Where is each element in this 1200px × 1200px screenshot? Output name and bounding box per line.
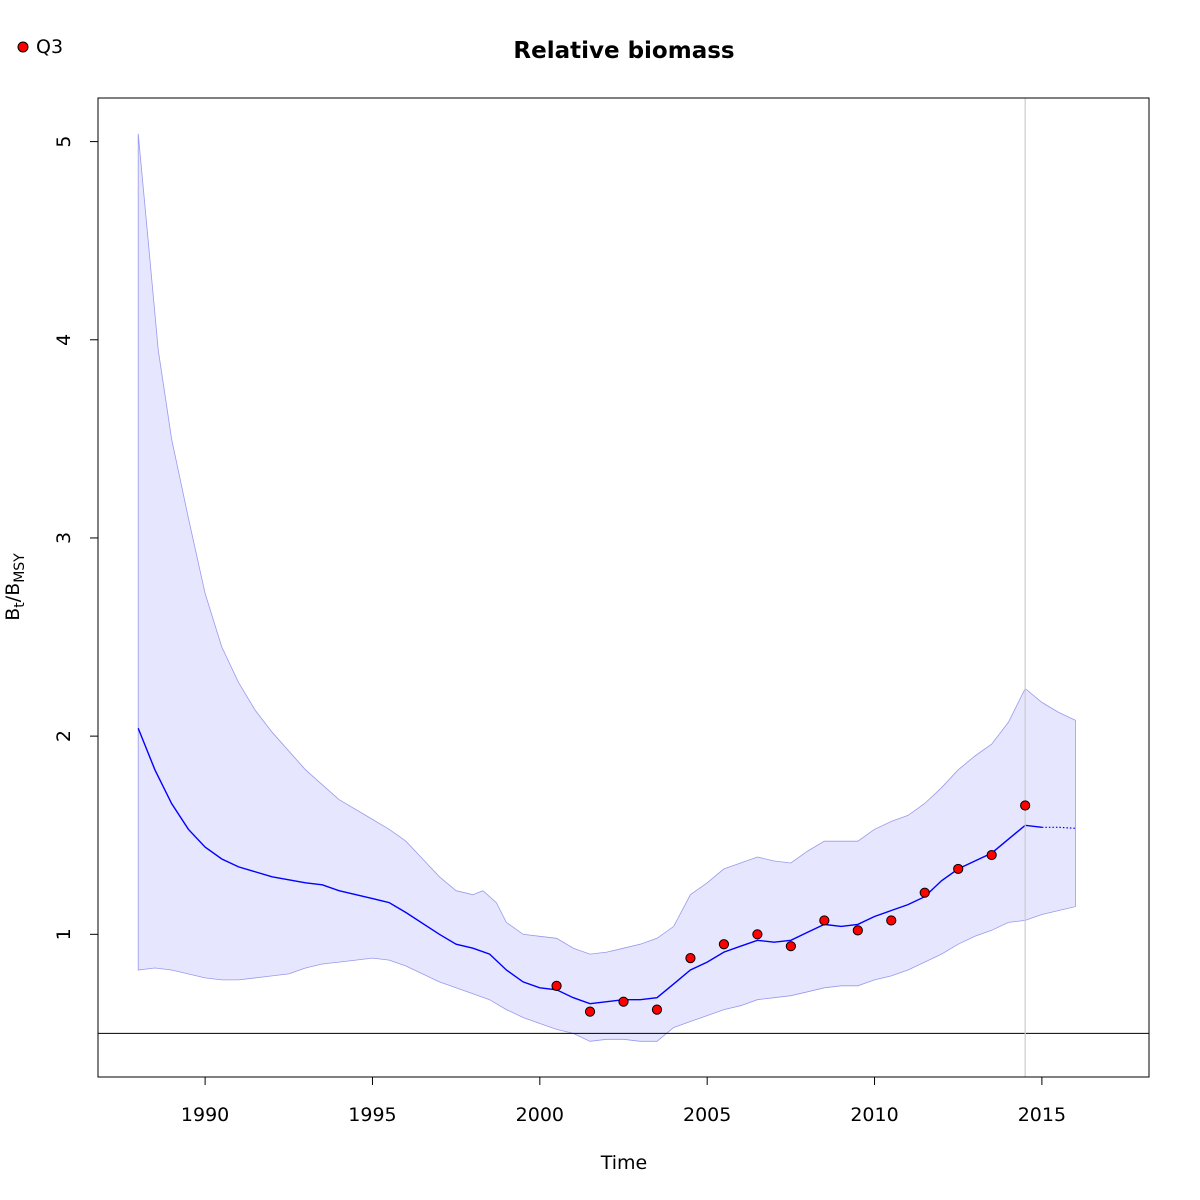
- q3-point: [953, 863, 964, 875]
- q3-point: [852, 925, 863, 936]
- q3-point: [584, 1006, 596, 1017]
- y-tick-label: 2: [53, 730, 75, 742]
- q3-point: [1020, 800, 1031, 811]
- x-axis-label: Time: [600, 1152, 648, 1174]
- reference-lines: [98, 98, 1149, 1077]
- q3-point: [618, 996, 629, 1007]
- confidence-band: [137, 133, 1076, 1042]
- x-tick-label: 2010: [850, 1104, 898, 1126]
- q3-point: [685, 952, 696, 964]
- y-tick-label: 1: [53, 928, 75, 940]
- y-axis-label: Bt/BMSY: [2, 553, 28, 621]
- legend-label-q3: Q3: [36, 36, 63, 58]
- y-label-sub1: t: [12, 602, 28, 608]
- x-tick-label: 2000: [516, 1104, 564, 1126]
- legend-marker-q3: [17, 41, 29, 53]
- y-label-sub2: MSY: [12, 553, 28, 583]
- x-tick-label: 2005: [683, 1104, 731, 1126]
- q3-point: [886, 915, 897, 926]
- q3-point: [785, 941, 796, 952]
- q3-point: [752, 929, 763, 940]
- q3-point: [651, 1004, 663, 1015]
- q3-point: [718, 939, 730, 950]
- q3-point: [819, 915, 830, 926]
- q3-point: [919, 887, 930, 898]
- y-label-base: B: [2, 608, 24, 621]
- legend: Q3: [17, 36, 63, 58]
- x-tick-label: 1995: [348, 1104, 396, 1126]
- q3-point: [986, 849, 997, 861]
- x-tick-label: 1990: [181, 1104, 229, 1126]
- y-tick-label: 5: [53, 136, 75, 148]
- axes: 1990 1995 2000 2005 2010 2015 1 2 3 4 5: [53, 136, 1066, 1126]
- y-tick-label: 4: [53, 334, 75, 346]
- ci-band: [137, 133, 1076, 1042]
- x-tick-label: 2015: [1018, 1104, 1066, 1126]
- q3-point: [551, 980, 562, 991]
- chart-title: Relative biomass: [513, 38, 734, 64]
- y-tick-label: 3: [53, 532, 75, 544]
- plot-frame: [97, 97, 1150, 1078]
- y-label-sep: /B: [2, 583, 24, 602]
- q3-points: [551, 800, 1031, 1017]
